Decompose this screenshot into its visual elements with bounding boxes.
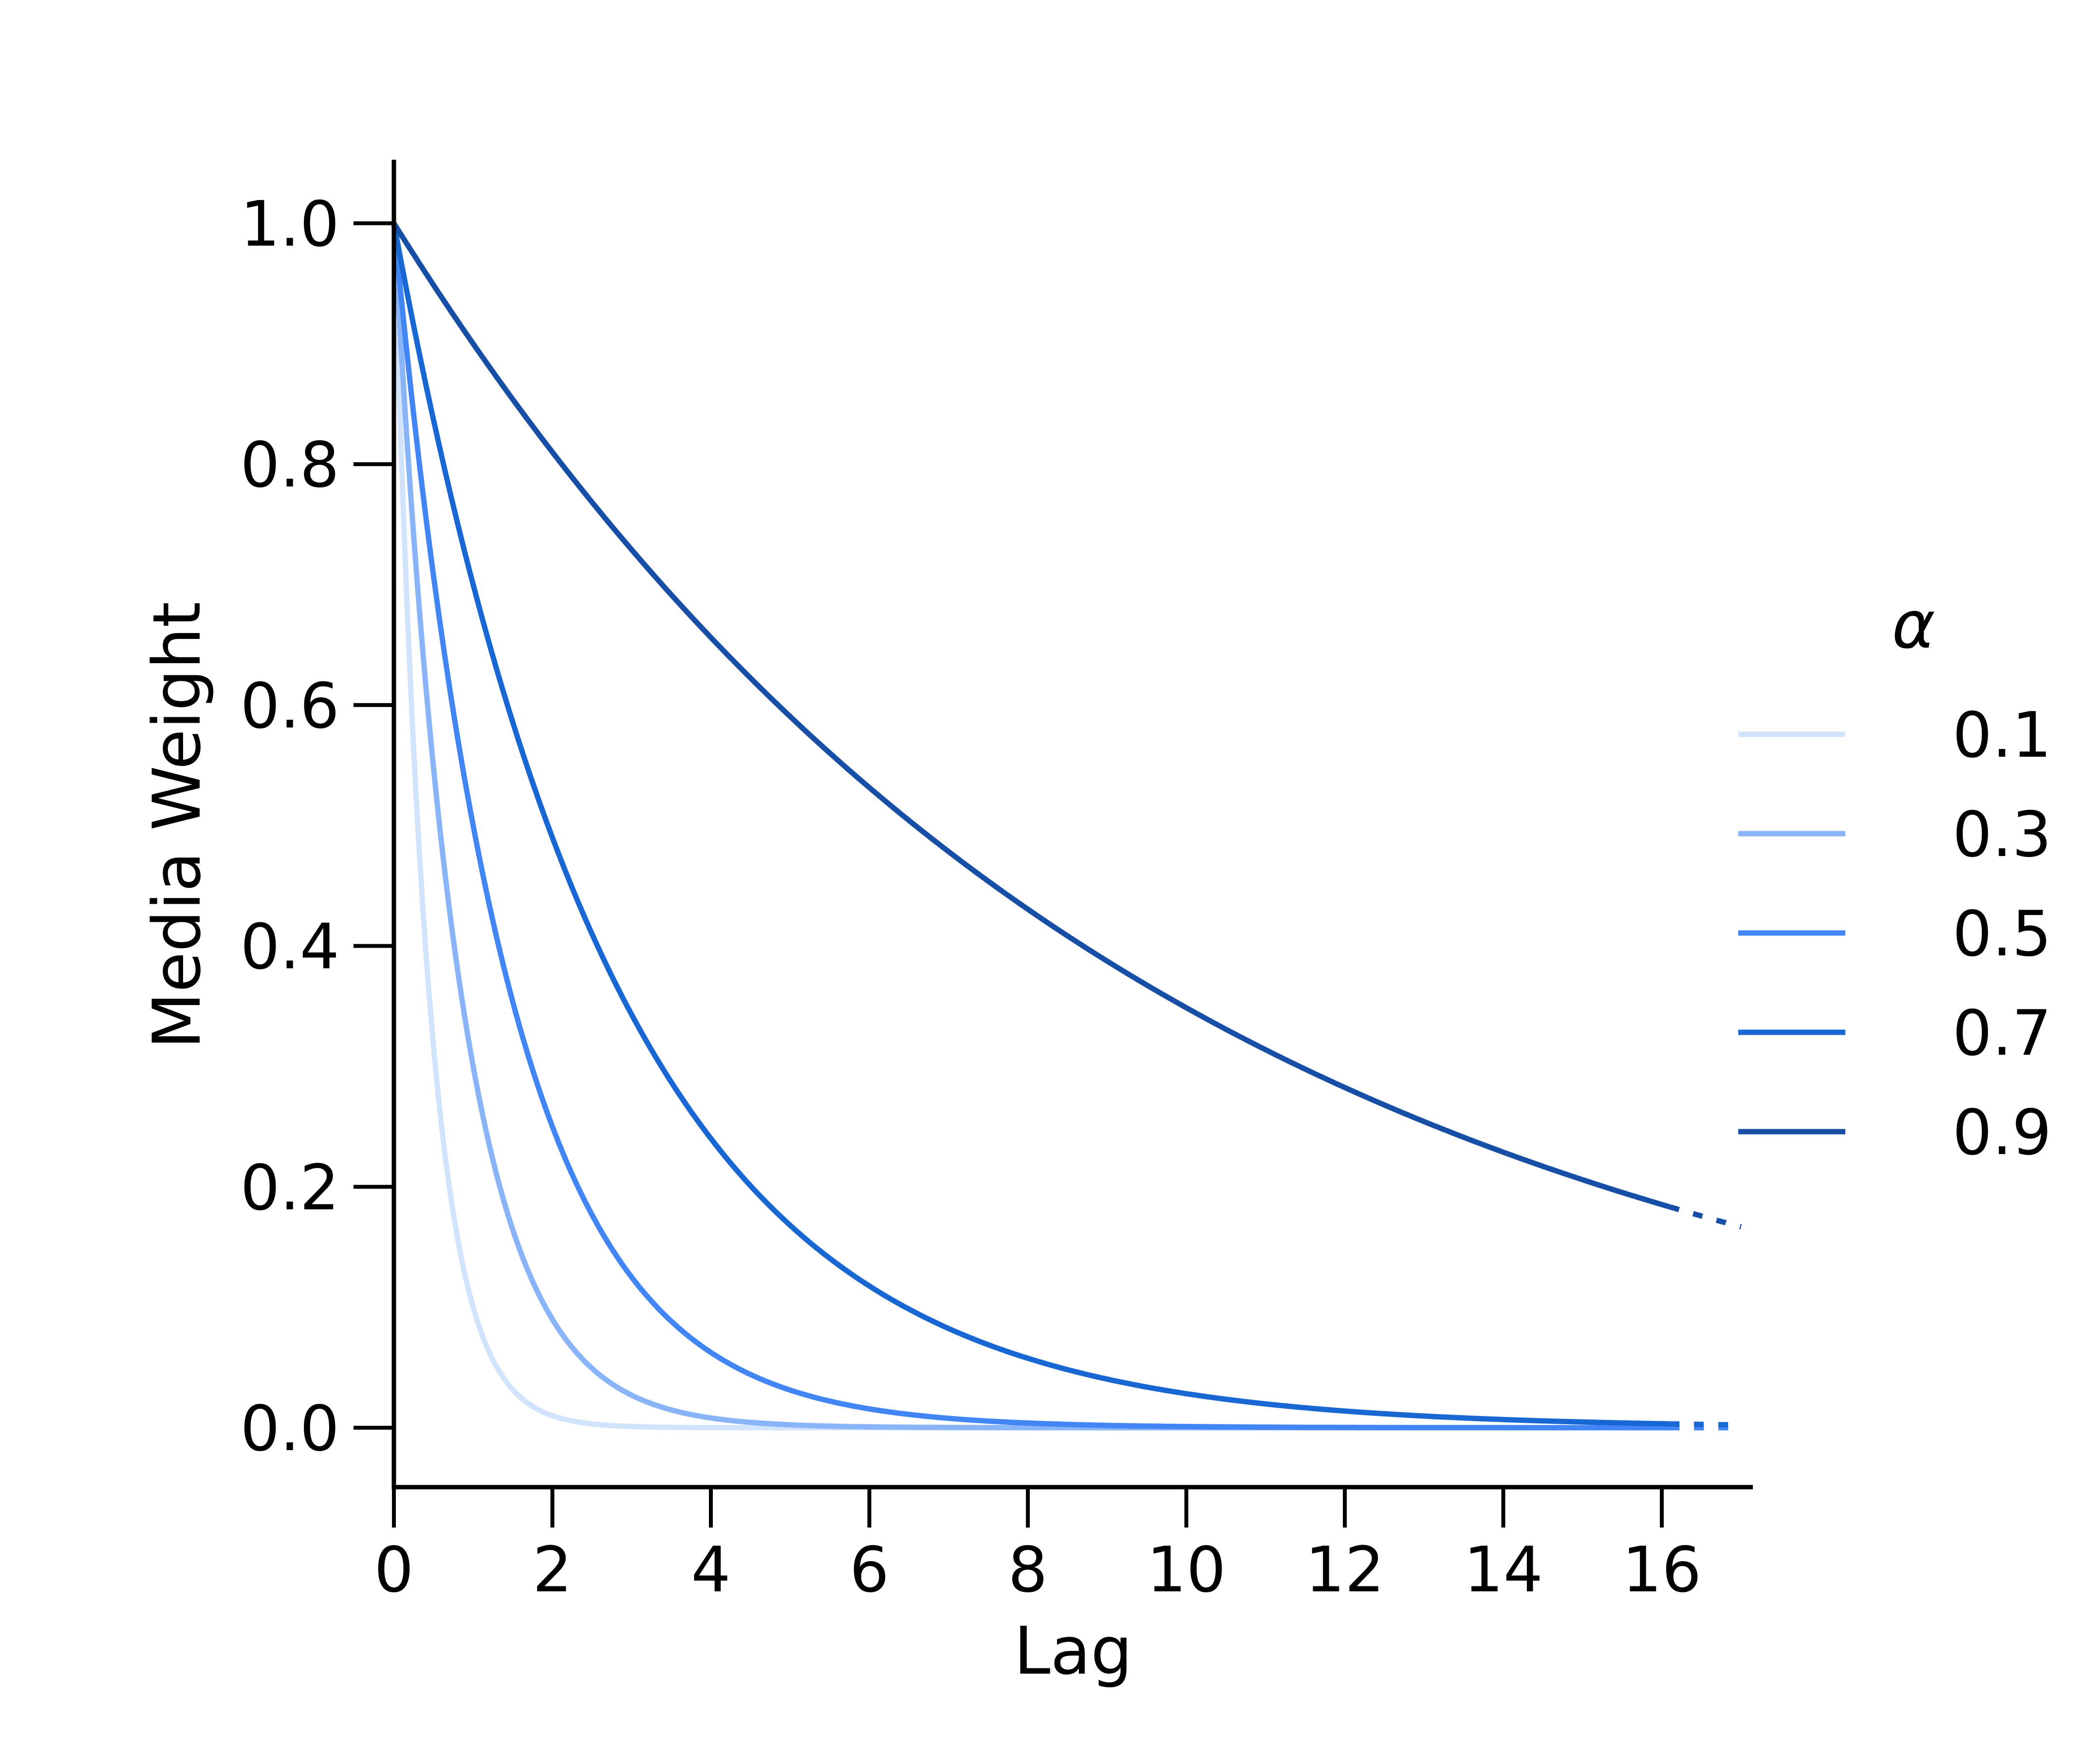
legend-label: 0.7: [1952, 997, 2052, 1070]
x-tick-label: 4: [691, 1534, 730, 1606]
series-line-0.3: [391, 223, 1670, 1431]
y-tick-label: 1.0: [240, 188, 339, 261]
legend-title: α: [1892, 587, 1935, 663]
x-tick-label: 2: [533, 1534, 572, 1606]
legend-label: 0.3: [1952, 799, 2052, 871]
x-tick-label: 6: [850, 1534, 889, 1606]
series-line-0.1: [391, 223, 1670, 1431]
x-ticks: 0 2 4 6 8 10 12 14 16: [374, 1487, 1701, 1606]
legend-label: 0.1: [1952, 699, 2052, 772]
y-tick-label: 0.4: [240, 911, 339, 984]
legend-item-0.7: 0.7: [1738, 997, 2052, 1070]
y-tick-label: 0.2: [240, 1152, 339, 1224]
x-axis-label: Lag: [1014, 1613, 1133, 1689]
x-tick-label: 10: [1147, 1534, 1226, 1606]
legend-item-0.5: 0.5: [1738, 898, 2052, 970]
x-tick-label: 8: [1008, 1534, 1047, 1606]
series-line-0.7: [391, 223, 1670, 1427]
y-ticks: 0.0 0.2 0.4 0.6 0.8 1.0: [240, 188, 394, 1465]
curves: [391, 222, 1742, 1431]
y-axis-label: Media Weight: [139, 602, 215, 1049]
legend-item-0.3: 0.3: [1738, 799, 2052, 871]
x-tick-label: 12: [1305, 1534, 1385, 1606]
y-tick-label: 0.6: [240, 670, 339, 743]
legend-item-0.1: 0.1: [1738, 699, 2052, 772]
x-tick-label: 0: [374, 1534, 413, 1606]
series-line-0.5: [391, 223, 1670, 1431]
legend-item-0.9: 0.9: [1738, 1097, 2052, 1169]
legend: α 0.1 0.3 0.5 0.7 0.9: [1738, 587, 2052, 1169]
x-tick-label: 16: [1622, 1534, 1702, 1606]
series-extension-0.9: [1669, 1204, 1742, 1230]
series-line-0.9: [391, 222, 1671, 1210]
legend-label: 0.5: [1952, 898, 2052, 970]
series-extension-0.7: [1670, 1421, 1741, 1428]
x-tick-label: 14: [1464, 1534, 1543, 1606]
y-tick-label: 0.0: [240, 1393, 339, 1465]
legend-label: 0.9: [1952, 1097, 2052, 1169]
y-tick-label: 0.8: [240, 429, 339, 502]
